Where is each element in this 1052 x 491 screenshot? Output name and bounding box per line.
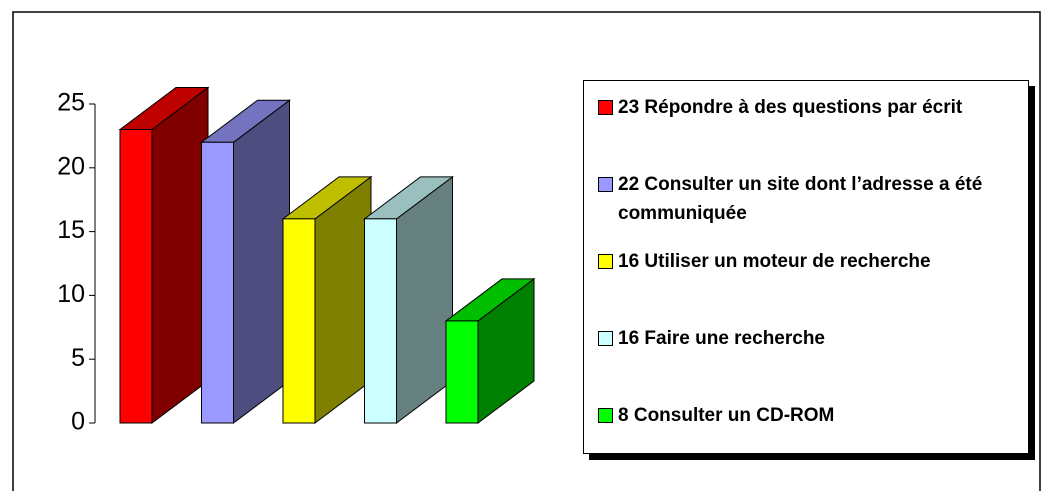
legend-label: 16 Utiliser un moteur de recherche bbox=[618, 251, 931, 272]
legend-swatch bbox=[598, 100, 613, 115]
legend-label: 8 Consulter un CD-ROM bbox=[618, 405, 835, 426]
legend-item: 16 Faire une recherche bbox=[598, 324, 1023, 398]
legend-item: 22 Consulter un site dont l’adresse a ét… bbox=[598, 170, 1023, 244]
y-tick-label: 0 bbox=[71, 408, 85, 436]
legend-item: 16 Utiliser un moteur de recherche bbox=[598, 247, 1023, 321]
bar bbox=[445, 320, 479, 424]
y-tick-label: 20 bbox=[57, 152, 85, 180]
bar-side bbox=[233, 99, 290, 424]
legend-item: 8 Consulter un CD-ROM bbox=[598, 401, 1023, 475]
legend: 23 Répondre à des questions par écrit 22 … bbox=[583, 80, 1029, 454]
legend-swatch bbox=[598, 254, 613, 269]
bar bbox=[282, 218, 316, 424]
y-tick-label: 25 bbox=[57, 89, 85, 117]
legend-label: 23 Répondre à des questions par écrit bbox=[618, 97, 963, 118]
legend-swatch bbox=[598, 331, 613, 346]
legend-label: 16 Faire une recherche bbox=[618, 328, 825, 349]
legend-item: 23 Répondre à des questions par écrit bbox=[598, 93, 1023, 167]
bar-side bbox=[314, 175, 372, 424]
y-tick-label: 5 bbox=[71, 344, 85, 372]
bar bbox=[364, 218, 397, 424]
bar bbox=[201, 141, 234, 424]
legend-swatch bbox=[598, 408, 613, 423]
frame bbox=[12, 11, 1041, 491]
bar-side bbox=[151, 86, 209, 424]
bar-side bbox=[396, 175, 453, 424]
bar bbox=[119, 129, 153, 424]
y-tick-label: 15 bbox=[57, 216, 85, 244]
legend-label: 22 Consulter un site dont l’adresse a ét… bbox=[618, 174, 983, 224]
y-tick-label: 10 bbox=[57, 280, 85, 308]
legend-swatch bbox=[598, 177, 613, 192]
